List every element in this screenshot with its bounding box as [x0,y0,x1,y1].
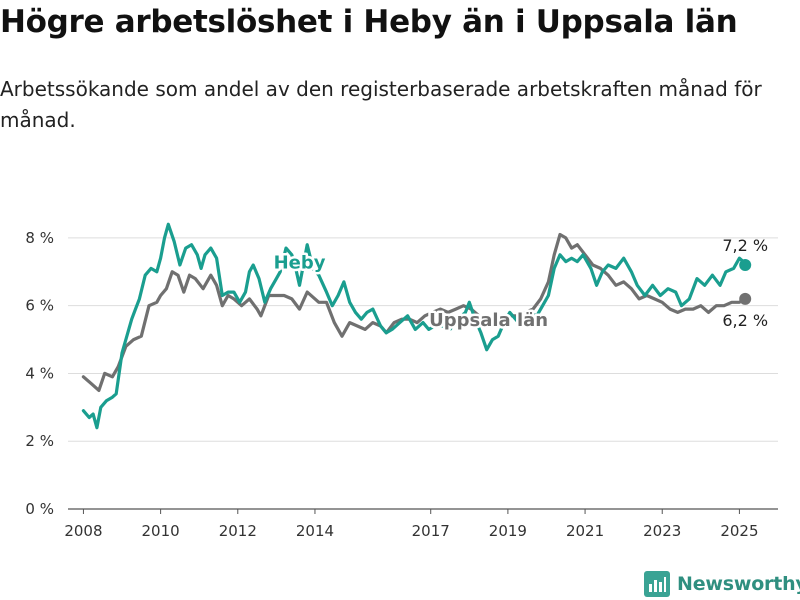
series-group [81,222,752,430]
x-tick-label: 2014 [296,522,334,540]
y-tick-label: 0 % [25,500,54,518]
x-axis: 2008 2010 2012 2014 2017 2019 2021 2023 2025 [64,509,759,540]
series-end-point-uppsala-l-n [739,292,752,305]
x-tick-label: 2012 [219,522,257,540]
grid-lines [68,237,778,510]
brand-name: Newsworthy [677,573,800,595]
series-name-label-uppsala-l-n: Uppsala län [429,310,548,331]
series-labels: Uppsala län 6,2 % Heby 7,2 % [271,236,768,334]
x-tick-label: 2010 [142,522,180,540]
y-tick-label: 2 % [25,432,54,450]
end-value-label-heby: 7,2 % [722,236,768,255]
series-end-point-heby [739,259,752,271]
series-name-label-heby: Heby [274,252,326,273]
chart-title: Högre arbetslöshet i Heby än i Uppsala l… [0,4,738,40]
x-tick-label: 2021 [566,522,604,540]
x-tick-label: 2019 [489,522,527,540]
y-tick-label: 8 % [25,229,54,247]
series-line-heby [81,222,747,430]
x-tick-label: 2017 [412,522,450,540]
y-axis: 0 % 2 % 4 % 6 % 8 % [25,229,54,518]
end-value-label-uppsala-l-n: 6,2 % [722,311,768,330]
y-tick-label: 6 % [25,297,54,315]
newsworthy-brand: Newsworthy [644,568,800,600]
y-tick-label: 4 % [25,364,54,382]
x-tick-label: 2008 [64,522,102,540]
chart-subtitle: Arbetssökande som andel av den registerb… [0,77,762,132]
x-tick-label: 2023 [643,522,681,540]
x-tick-label: 2025 [720,522,758,540]
newsworthy-logo-icon [644,571,670,597]
